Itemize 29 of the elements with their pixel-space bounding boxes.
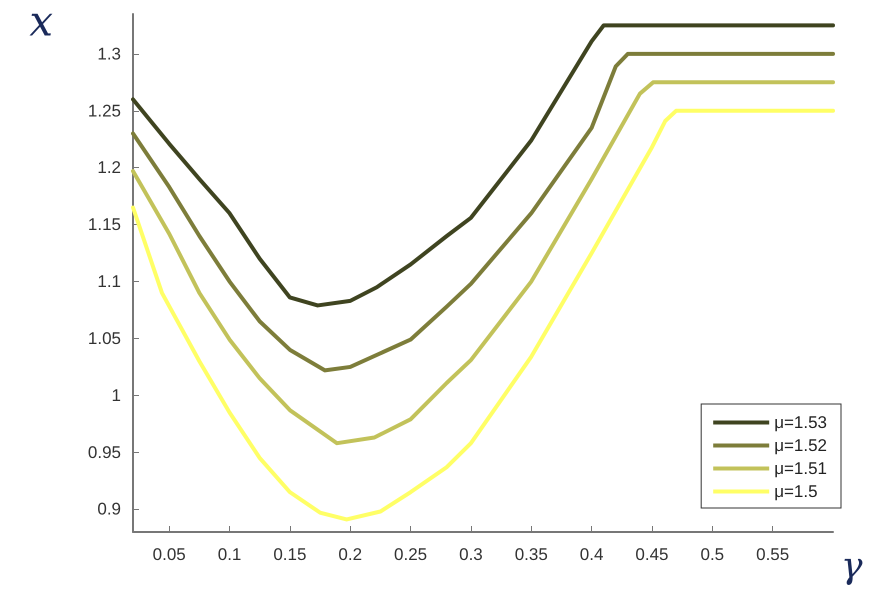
legend-label: μ=1.51 (774, 459, 828, 478)
legend-label: μ=1.53 (774, 413, 828, 432)
legend-label: μ=1.52 (774, 436, 828, 455)
y-tick-label: 0.9 (97, 500, 121, 519)
line-series (131, 52, 835, 372)
y-tick-label: 1.1 (97, 272, 121, 292)
y-axis-title: x (29, 0, 54, 46)
x-axis-title: γ (841, 546, 863, 586)
x-tick-label: 0.25 (394, 545, 428, 564)
y-tick-label: 1.05 (88, 328, 121, 348)
y-tick-label: 1.3 (97, 44, 121, 64)
y-tick-label: 1.2 (97, 158, 121, 178)
x-tick-label: 0.3 (459, 545, 483, 564)
x-tick-label: 0.5 (700, 545, 724, 564)
x-tick-label: 0.35 (514, 545, 548, 564)
legend-label: μ=1.5 (774, 482, 818, 501)
x-tick-label: 0.2 (338, 545, 362, 564)
line-series (131, 23, 835, 308)
line-series (131, 108, 835, 522)
x-tick-label: 0.15 (273, 545, 306, 564)
y-tick-label: 0.95 (88, 442, 121, 462)
x-tick-label: 0.1 (218, 545, 242, 564)
y-tick-label: 1.15 (88, 215, 121, 234)
y-tick-label: 1 (112, 386, 121, 405)
x-tick-label: 0.55 (756, 545, 790, 564)
x-tick-label: 0.4 (580, 545, 604, 564)
x-tick-label: 0.05 (152, 545, 186, 564)
x-tick-label: 0.45 (635, 545, 669, 564)
y-tick-label: 1.25 (88, 101, 121, 120)
